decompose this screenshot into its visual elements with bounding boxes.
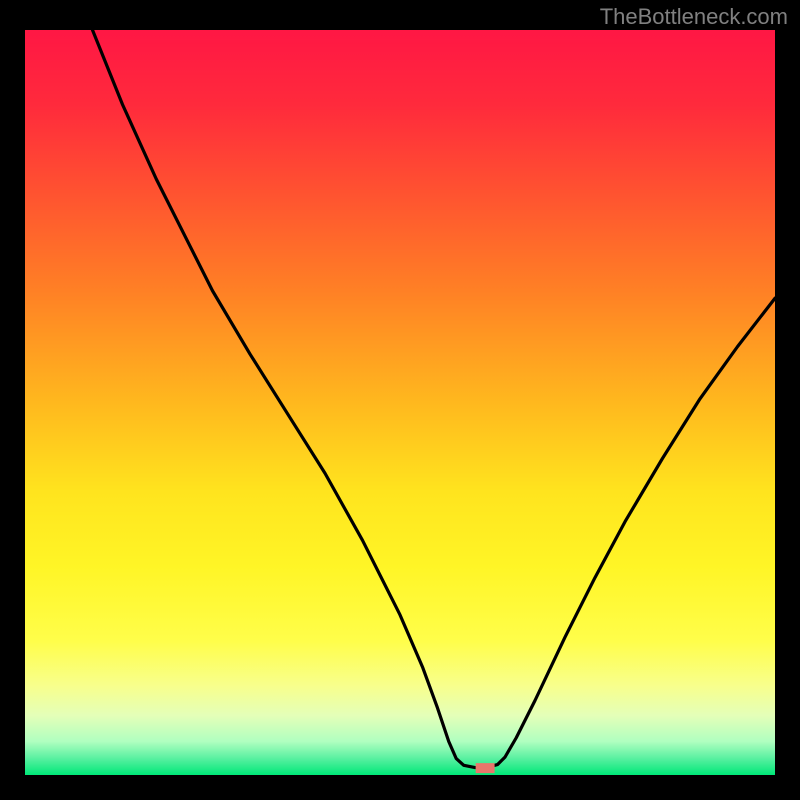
- curve-polyline: [93, 30, 776, 768]
- optimum-marker: [475, 763, 494, 773]
- bottleneck-curve: [25, 30, 775, 775]
- watermark-text: TheBottleneck.com: [600, 4, 788, 30]
- chart-frame: TheBottleneck.com: [0, 0, 800, 800]
- plot-area: [25, 30, 775, 775]
